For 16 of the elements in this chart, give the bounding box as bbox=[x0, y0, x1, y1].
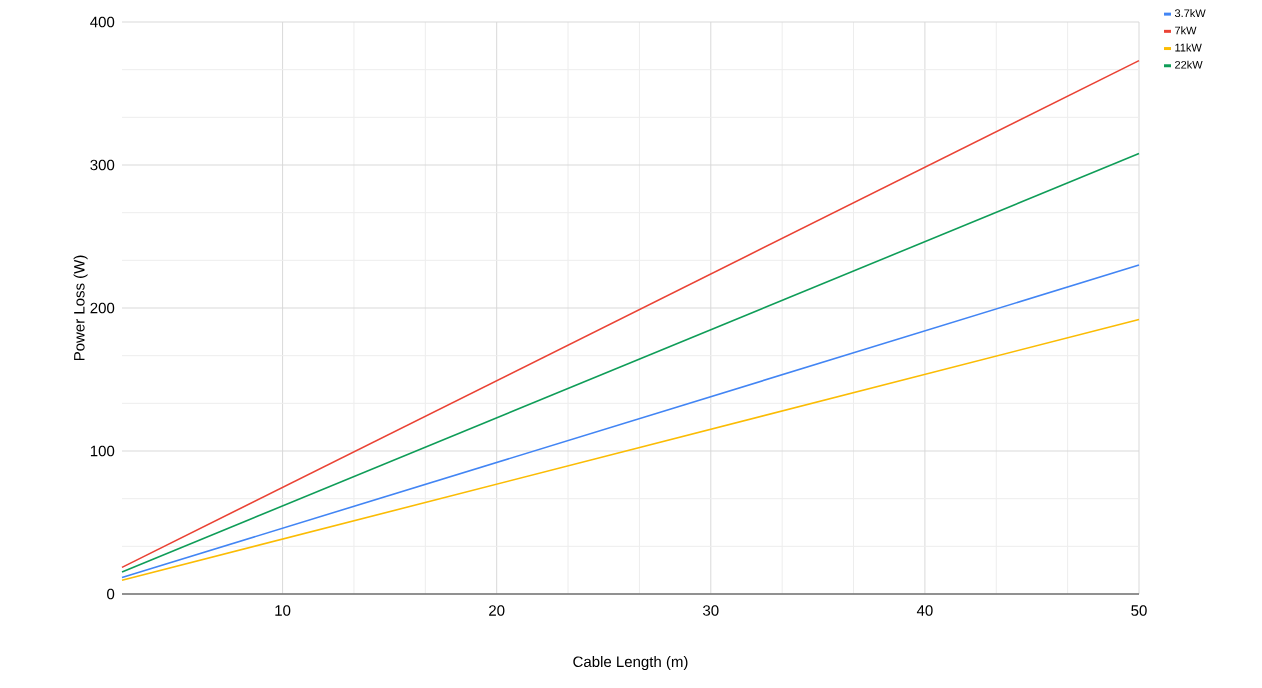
x-tick-label: 50 bbox=[1131, 605, 1147, 616]
y-axis-title: Power Loss (W) bbox=[73, 255, 88, 361]
legend-label: 11kW bbox=[1175, 43, 1202, 52]
x-tick-label: 10 bbox=[275, 605, 291, 616]
y-tick-label: 200 bbox=[90, 302, 115, 314]
y-tick-label: 400 bbox=[90, 16, 115, 28]
legend-label: 7kW bbox=[1175, 26, 1197, 35]
x-tick-label: 30 bbox=[703, 605, 719, 616]
y-tick-label: 0 bbox=[107, 588, 115, 600]
y-tick-label: 100 bbox=[90, 445, 115, 457]
x-tick-label: 40 bbox=[916, 605, 933, 616]
x-axis-title: Cable Length (m) bbox=[573, 656, 688, 670]
x-tick-label: 20 bbox=[489, 605, 505, 616]
y-tick-label: 300 bbox=[90, 159, 115, 171]
legend-label: 22kW bbox=[1175, 60, 1203, 69]
legend-label: 3.7kW bbox=[1174, 9, 1206, 18]
